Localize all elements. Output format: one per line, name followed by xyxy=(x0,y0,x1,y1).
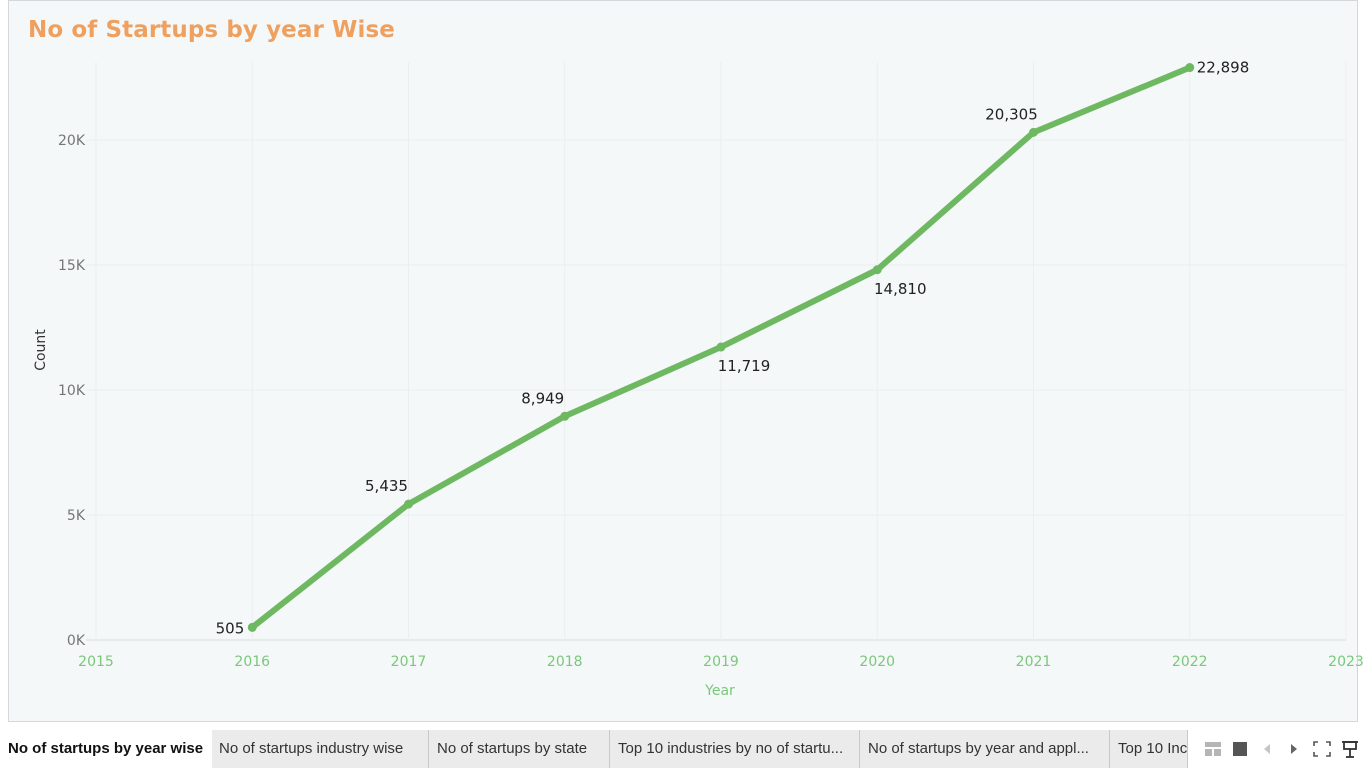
single-view-icon[interactable] xyxy=(1229,738,1251,760)
y-axis-ticks: 0K 5K 10K 15K 20K xyxy=(58,133,86,649)
grid xyxy=(86,62,1347,641)
data-label: 505 xyxy=(216,619,245,637)
data-label: 11,719 xyxy=(718,357,771,375)
x-tick-label: 2021 xyxy=(1016,654,1052,670)
tab-startups-year-appl[interactable]: No of startups by year and appl... xyxy=(860,730,1110,768)
y-axis-title: Count xyxy=(33,329,49,371)
x-axis-ticks: 2015 2016 2017 2018 2019 2020 2021 2022 2023 xyxy=(78,654,1364,670)
y-tick-label: 15K xyxy=(58,258,86,274)
tab-top10-inc[interactable]: Top 10 Inc xyxy=(1110,730,1188,768)
x-tick-label: 2022 xyxy=(1172,654,1208,670)
next-arrow-icon[interactable] xyxy=(1283,738,1305,760)
presentation-icon[interactable] xyxy=(1339,738,1361,760)
data-point[interactable] xyxy=(404,499,413,509)
fullscreen-icon[interactable] xyxy=(1311,738,1333,760)
tab-top10-industries[interactable]: Top 10 industries by no of startu... xyxy=(610,730,860,768)
x-tick-label: 2020 xyxy=(859,654,895,670)
sheet-tab-bar: No of startups by year wise No of startu… xyxy=(0,728,1366,768)
x-tick-label: 2019 xyxy=(703,654,739,670)
x-tick-label: 2018 xyxy=(547,654,583,670)
tab-startups-by-state[interactable]: No of startups by state xyxy=(429,730,610,768)
data-label: 20,305 xyxy=(985,105,1038,123)
tab-startups-industry[interactable]: No of startups industry wise xyxy=(212,730,429,768)
data-point[interactable] xyxy=(247,622,257,632)
chart-title: No of Startups by year Wise xyxy=(28,17,395,43)
y-tick-label: 5K xyxy=(67,508,86,524)
x-tick-label: 2015 xyxy=(78,654,114,670)
y-tick-label: 20K xyxy=(58,133,86,149)
data-point[interactable] xyxy=(1185,63,1195,73)
data-label: 22,898 xyxy=(1197,59,1250,77)
grid-view-icon[interactable] xyxy=(1202,738,1224,760)
series-startup-count xyxy=(247,63,1195,632)
prev-arrow-icon[interactable] xyxy=(1256,738,1278,760)
x-tick-label: 2017 xyxy=(391,654,427,670)
x-tick-label: 2023 xyxy=(1328,654,1364,670)
data-point[interactable] xyxy=(560,411,570,421)
data-point[interactable] xyxy=(716,342,726,352)
data-label: 5,435 xyxy=(365,477,408,495)
x-axis-title: Year xyxy=(704,683,735,699)
data-point[interactable] xyxy=(1029,127,1038,137)
tab-startups-by-year[interactable]: No of startups by year wise xyxy=(0,730,212,768)
y-tick-label: 0K xyxy=(67,633,86,649)
x-tick-label: 2016 xyxy=(234,654,270,670)
y-tick-label: 10K xyxy=(58,383,86,399)
data-point[interactable] xyxy=(872,265,882,275)
data-label: 8,949 xyxy=(521,389,564,407)
data-label: 14,810 xyxy=(874,280,927,298)
data-labels: 505 5,435 8,949 11,719 14,810 20,305 22,898 xyxy=(216,59,1250,638)
